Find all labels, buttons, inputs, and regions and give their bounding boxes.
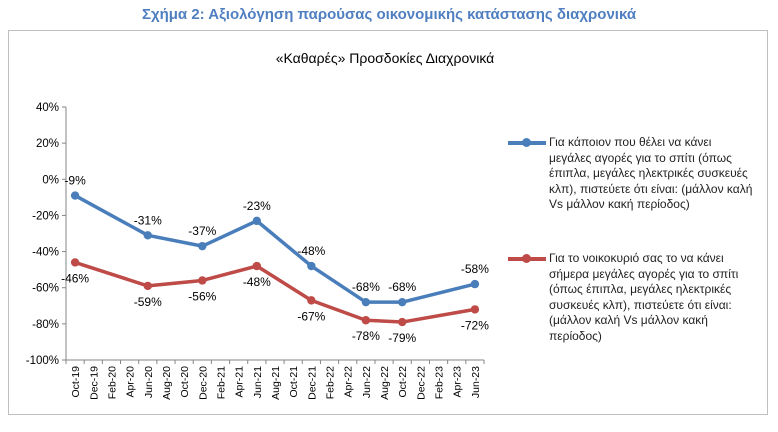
data-point-series-2 — [361, 316, 371, 325]
legend-marker-2 — [522, 254, 531, 263]
legend-label-2: Για το νοικοκυριό σας το να κάνει σήμερα… — [549, 251, 739, 343]
data-label-series-2: -56% — [188, 289, 216, 303]
data-label-series-2: -78% — [352, 329, 380, 343]
x-tick-label: Dec-20 — [197, 366, 209, 400]
data-label-series-2: -48% — [243, 275, 271, 289]
data-point-series-2 — [252, 261, 262, 271]
data-point-series-2 — [307, 296, 316, 305]
data-label-series-1: -68% — [352, 280, 380, 294]
chart-frame — [8, 30, 768, 415]
data-point-series-1 — [198, 241, 207, 251]
x-tick-label: Feb-20 — [106, 366, 118, 399]
series-line-2 — [74, 260, 476, 324]
x-tick-label: Apr-23 — [452, 366, 464, 398]
x-tick-label: Aug-22 — [379, 366, 391, 400]
legend-marker-1 — [522, 138, 531, 147]
y-tick-label: -80% — [32, 319, 59, 331]
data-label-series-1: -31% — [134, 213, 162, 227]
data-label-series-1: -23% — [243, 199, 271, 213]
data-label-series-1: -68% — [388, 280, 416, 294]
data-point-series-1 — [470, 279, 480, 289]
x-tick-label: Apr-21 — [234, 366, 246, 398]
x-tick-label: Dec-21 — [306, 366, 318, 400]
x-tick-label: Aug-20 — [161, 366, 173, 400]
x-tick-label: Oct-20 — [179, 366, 191, 398]
x-tick-label: Feb-21 — [215, 366, 227, 399]
x-tick-label: Apr-22 — [343, 366, 355, 398]
y-tick-label: -20% — [32, 210, 59, 222]
x-tick-label: Dec-22 — [415, 366, 427, 400]
data-label-series-2: -72% — [461, 318, 489, 332]
data-label-series-1: -58% — [461, 262, 489, 276]
chart-series — [70, 191, 480, 327]
x-tick-label: Apr-20 — [125, 366, 137, 398]
x-tick-label: Jun-21 — [252, 366, 264, 398]
data-point-series-1 — [252, 216, 262, 226]
data-point-series-1 — [398, 297, 407, 307]
data-label-series-1: -37% — [188, 224, 216, 238]
x-tick-label: Oct-19 — [70, 366, 82, 398]
x-tick-label: Feb-22 — [325, 366, 337, 399]
x-tick-label: Oct-22 — [397, 366, 409, 398]
data-label-series-2: -59% — [134, 295, 162, 309]
chart-axes: 40% 20% 0% -20% -40% -60% -80% -100% Oct-19 Dec-1… — [26, 102, 485, 400]
data-label-series-2: -79% — [388, 331, 416, 345]
x-tick-label: Aug-21 — [270, 366, 282, 400]
figure-title: Σχήμα 2: Αξιολόγηση παρούσας οικονομικής… — [141, 6, 637, 23]
x-tick-label: Jun-23 — [470, 366, 482, 398]
data-point-series-2 — [398, 317, 407, 327]
y-tick-label: 40% — [36, 102, 59, 114]
legend-label-1: Για κάποιον που θέλει να κάνει μεγάλες α… — [549, 135, 753, 211]
data-point-series-1 — [361, 297, 371, 307]
y-tick-label: -100% — [26, 355, 59, 367]
x-tick-label: Dec-19 — [88, 366, 100, 400]
y-tick-label: -40% — [32, 247, 59, 259]
data-label-series-2: -67% — [297, 309, 325, 323]
y-tick-label: 0% — [42, 174, 59, 186]
x-tick-label: Feb-23 — [434, 366, 446, 399]
data-label-series-1: -48% — [297, 244, 325, 258]
data-point-series-2 — [198, 276, 207, 285]
y-tick-label: 20% — [36, 138, 59, 150]
x-tick-label: Jun-22 — [361, 366, 373, 398]
data-point-series-2 — [470, 305, 480, 314]
chart-title: «Καθαρές» Προσδοκίες Διαχρονικά — [276, 50, 495, 66]
data-label-series-2: -46% — [61, 271, 89, 285]
x-tick-label: Jun-20 — [143, 366, 155, 398]
data-point-series-2 — [143, 281, 152, 291]
data-point-series-1 — [70, 191, 80, 200]
data-point-series-1 — [143, 231, 152, 240]
series-line-1 — [74, 194, 476, 304]
y-tick-label: -60% — [32, 283, 59, 295]
x-tick-label: Oct-21 — [288, 366, 300, 398]
data-point-series-2 — [70, 258, 80, 267]
data-labels: -9% -31% -37% -23% -48% -68% -68% -58% -46% -59% -… — [61, 174, 489, 345]
data-point-series-1 — [307, 261, 316, 271]
data-label-series-1: -9% — [64, 174, 86, 188]
